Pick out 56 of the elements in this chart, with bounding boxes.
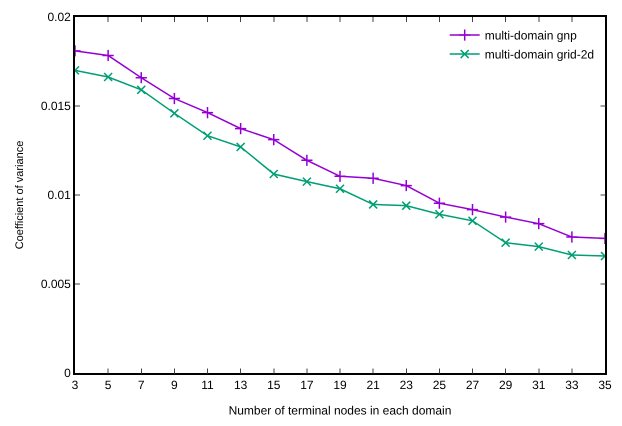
point [334, 170, 346, 183]
point [102, 49, 114, 62]
y-tick-label: 0.015 [40, 99, 72, 114]
x-tick-label: 7 [138, 378, 145, 392]
y-tick-label: 0 [64, 366, 72, 380]
point [534, 242, 544, 252]
point [567, 250, 577, 260]
point [566, 230, 578, 244]
x-tick-label: 13 [234, 378, 248, 392]
y-tick-label: 0.01 [47, 188, 72, 202]
point [136, 85, 146, 95]
point [269, 169, 278, 179]
point [236, 142, 246, 152]
point [302, 176, 312, 186]
x-tick-label: 29 [498, 378, 513, 392]
legend-label: multi-domain grid-2d [484, 48, 594, 62]
y-tick-label: 0.005 [40, 277, 72, 292]
point [201, 106, 214, 119]
y-axis-title: Coefficient of variance [14, 140, 26, 250]
x-tick-label: 27 [466, 378, 480, 392]
point [466, 203, 479, 216]
point [267, 133, 280, 146]
y-tick-label: 0.02 [47, 10, 72, 24]
point [500, 238, 510, 248]
x-tick-label: 17 [300, 378, 314, 392]
x-tick-label: 21 [366, 378, 380, 392]
x-tick-label: 5 [104, 378, 112, 392]
point [468, 216, 478, 226]
legend-label: multi-domain gnp [484, 28, 578, 43]
point [368, 200, 378, 210]
x-tick-label: 23 [400, 378, 414, 392]
x-tick-label: 31 [532, 378, 546, 392]
point [335, 184, 345, 194]
point [400, 179, 413, 192]
point [170, 108, 180, 118]
x-tick-label: 3 [72, 378, 79, 392]
point [366, 172, 380, 185]
point [402, 200, 411, 210]
point [300, 154, 314, 167]
x-tick-label: 33 [565, 378, 579, 392]
point [202, 130, 212, 140]
x-tick-label: 11 [201, 378, 214, 392]
point [134, 71, 148, 84]
point [234, 122, 247, 135]
point [532, 217, 546, 230]
x-tick-label: 15 [267, 378, 281, 392]
point [168, 92, 181, 105]
x-tick-label: 25 [432, 378, 446, 392]
x-tick-label: 9 [171, 378, 178, 392]
x-axis-title: Number of terminal nodes in each domain [228, 404, 452, 418]
x-tick-label: 19 [333, 378, 347, 392]
x-tick-label: 35 [598, 378, 612, 392]
point [434, 209, 444, 219]
point [103, 72, 113, 82]
point [433, 196, 446, 210]
point [499, 210, 512, 224]
